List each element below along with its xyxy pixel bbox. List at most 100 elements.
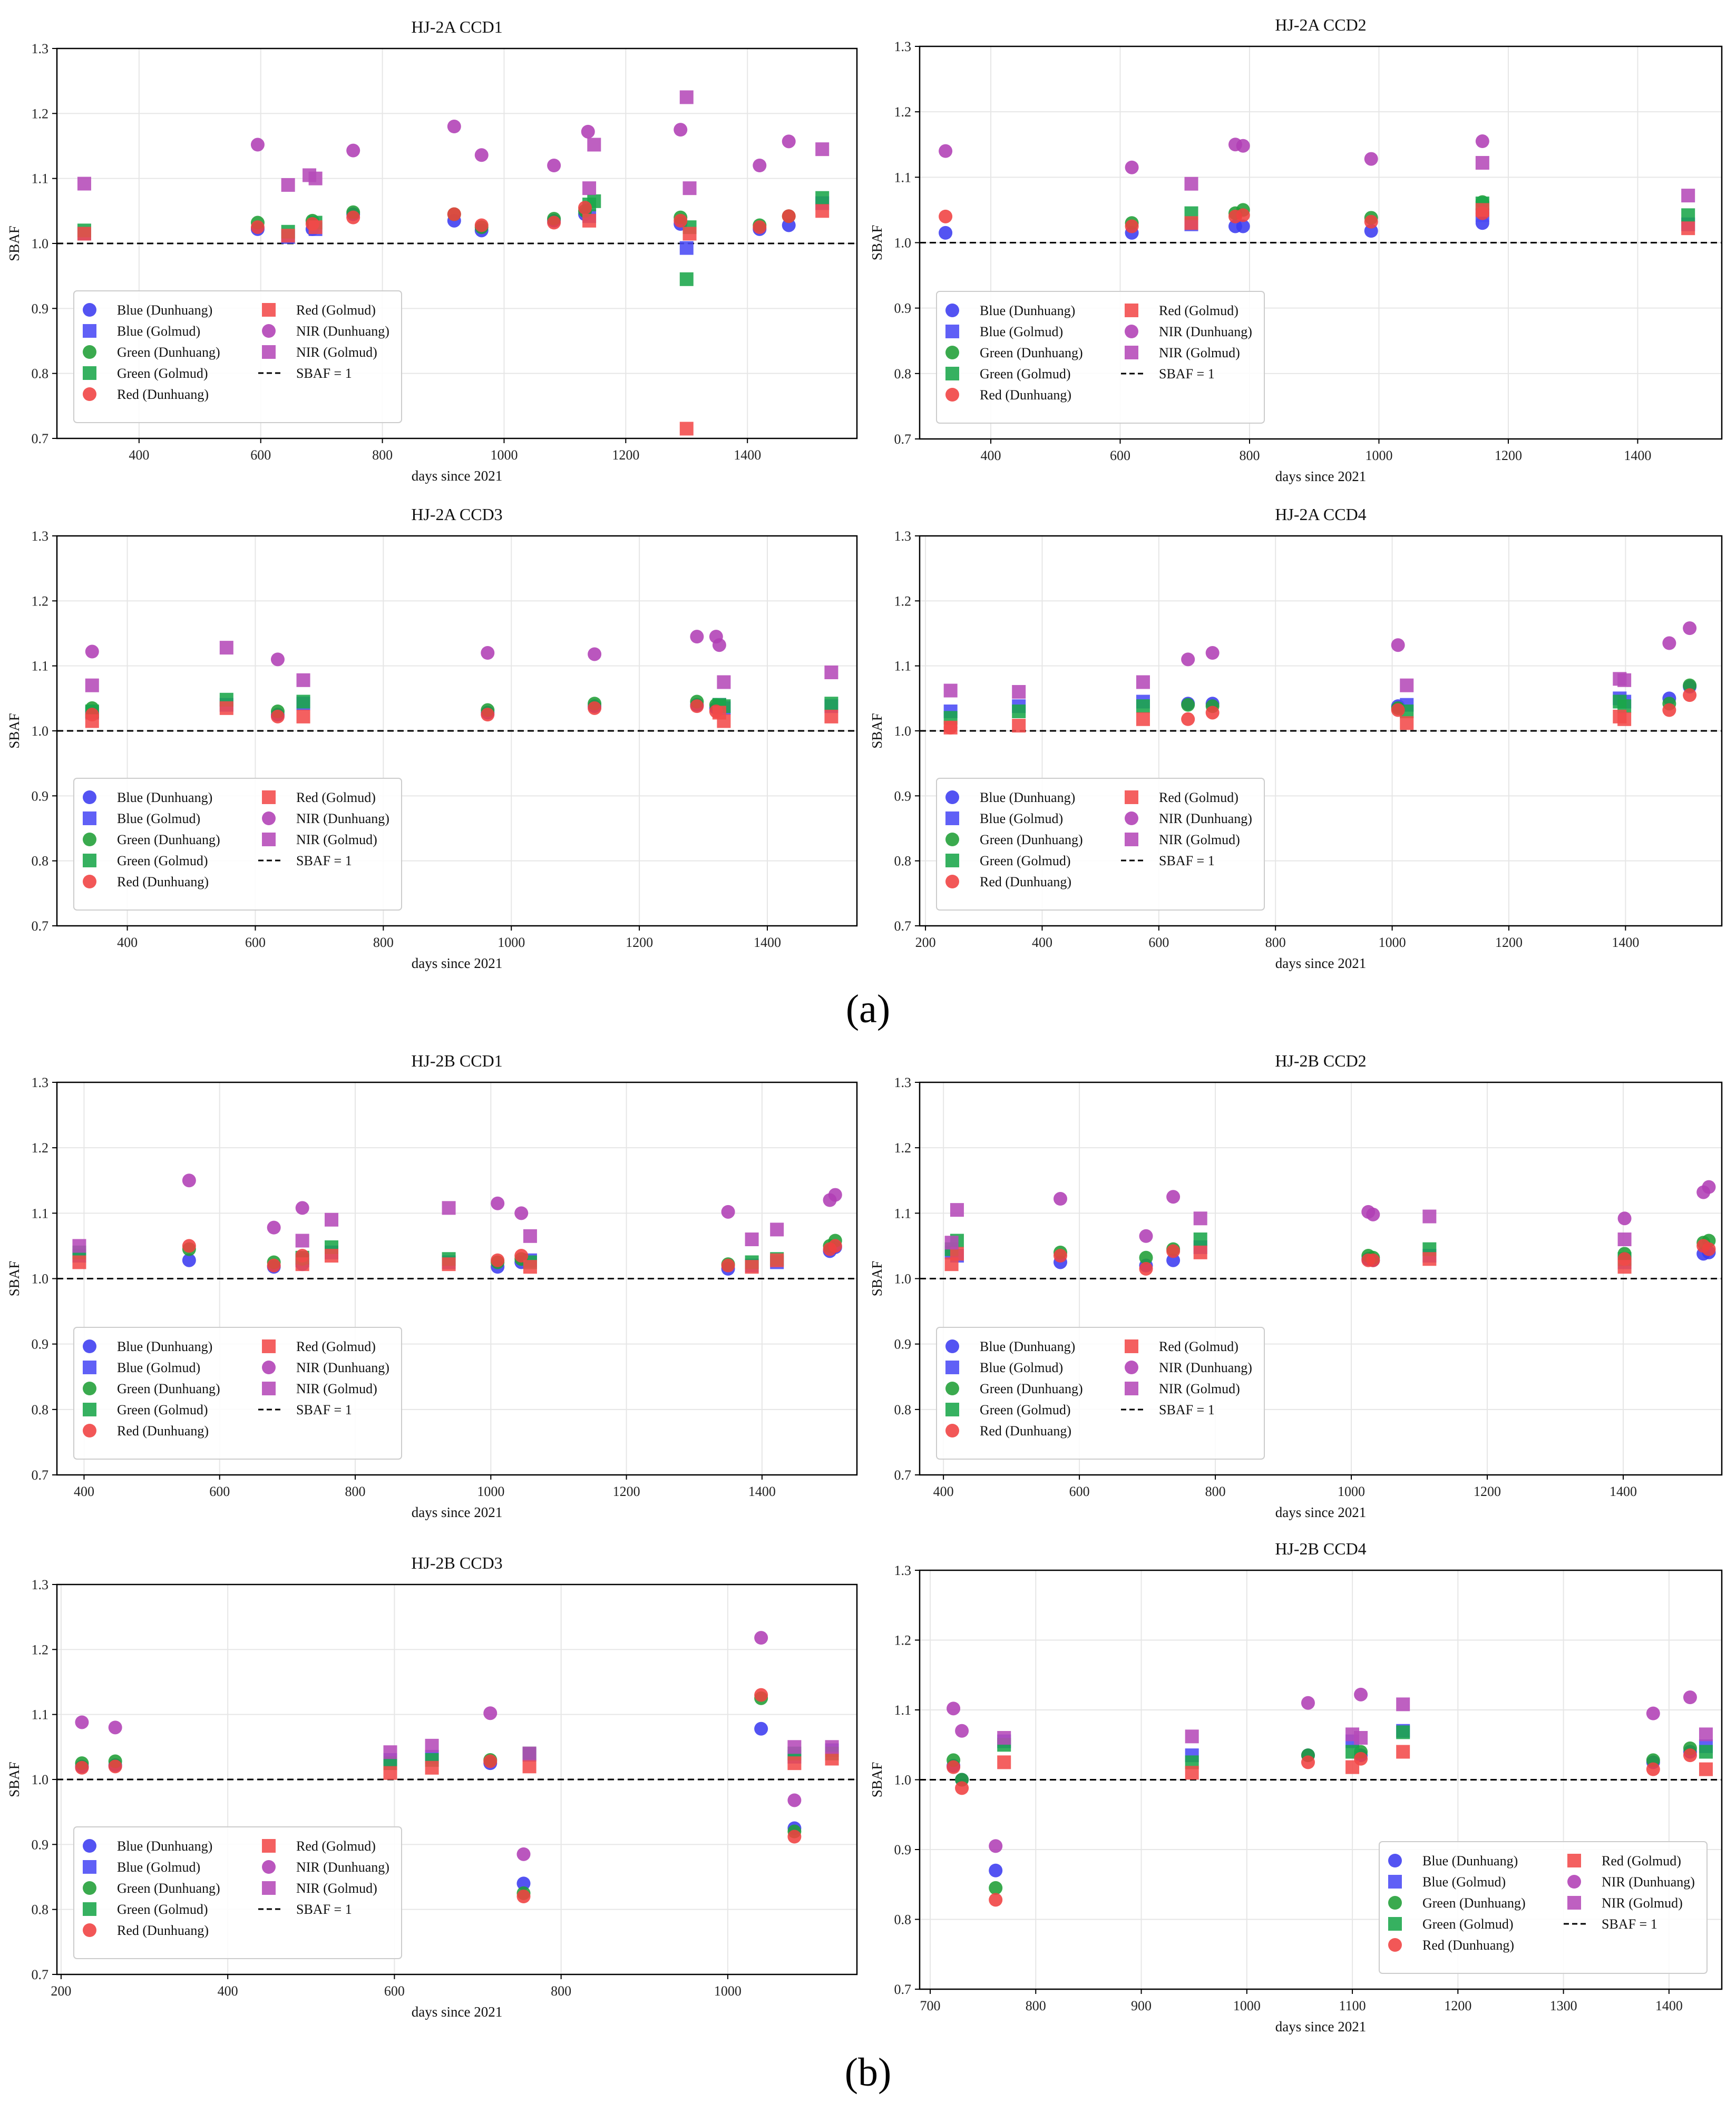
chart-6-xlabel: days since 2021 (1275, 1504, 1366, 1520)
chart-3-legend-marker-nir-dunhuang (262, 811, 276, 825)
chart-2-point-nir-dunhuang-3 (1236, 139, 1250, 153)
chart-5-ytick-label-0: 0.7 (32, 1468, 49, 1483)
chart-3-legend: Blue (Dunhuang) Blue (Golmud) Green (Dunhu… (73, 778, 402, 911)
chart-8-ytick-label-5: 1.2 (894, 1633, 912, 1648)
chart-6-legend-label-6: NIR (Dunhuang) (1159, 1360, 1252, 1375)
chart-8-point-red-golmud-2 (1345, 1760, 1360, 1774)
chart-1-legend-label-0: Blue (Dunhuang) (117, 302, 212, 318)
chart-7-legend-label-1: Blue (Golmud) (117, 1860, 200, 1875)
chart-4-legend-label-0: Blue (Dunhuang) (980, 790, 1075, 805)
chart-4-xtick-label-6: 1400 (1612, 935, 1639, 950)
chart-7-legend-marker-nir-dunhuang (262, 1860, 276, 1874)
chart-7-point-red-golmud-4 (825, 1752, 839, 1766)
chart-5-point-nir-golmud-0 (72, 1239, 86, 1253)
chart-8-legend-label-4: Red (Dunhuang) (1422, 1938, 1514, 1953)
chart-2-legend-label-2: Green (Dunhuang) (980, 345, 1083, 360)
chart-3-xtick-label-4: 1200 (626, 935, 653, 950)
chart-2-legend-label-1: Blue (Golmud) (980, 324, 1063, 339)
chart-2-point-nir-golmud-2 (1681, 189, 1695, 203)
chart-3-xtick-label-1: 600 (245, 935, 266, 950)
chart-8-legend-label-6: NIR (Dunhuang) (1602, 1874, 1695, 1890)
chart-6-point-red-dunhuang-1 (1139, 1261, 1153, 1276)
chart-4-point-nir-dunhuang-0 (1181, 652, 1195, 667)
chart-7-legend-marker-green-golmud (83, 1902, 96, 1916)
chart-3-point-nir-dunhuang-3 (588, 647, 602, 661)
chart-5-point-red-dunhuang-3 (491, 1253, 505, 1267)
chart-4-legend-box (936, 778, 1265, 911)
chart-6-legend-label-0: Blue (Dunhuang) (980, 1339, 1075, 1354)
chart-1-point-red-dunhuang-5 (547, 216, 561, 230)
chart-5-legend-marker-green-golmud (83, 1403, 96, 1416)
chart-6-ytick-label-1: 0.8 (894, 1402, 912, 1417)
chart-8-point-green-golmud-4 (1699, 1745, 1713, 1759)
chart-4-legend-label-7: NIR (Golmud) (1159, 832, 1240, 847)
chart-6-legend-marker-green-golmud (945, 1403, 959, 1416)
chart-4-ytick-label-4: 1.1 (894, 659, 912, 674)
chart-2-point-red-golmud-1 (1475, 203, 1489, 217)
chart-7-point-nir-dunhuang-2 (483, 1706, 498, 1720)
chart-8-ytick-label-1: 0.8 (894, 1912, 912, 1928)
chart-6-point-nir-dunhuang-5 (1617, 1211, 1632, 1226)
chart-4-xtick-label-4: 1000 (1379, 935, 1406, 950)
chart-7-ytick-label-1: 0.8 (32, 1902, 49, 1918)
chart-5-xlabel: days since 2021 (412, 1504, 502, 1520)
chart-4-point-red-golmud-1 (1012, 719, 1026, 733)
chart-7-xlabel: days since 2021 (412, 2004, 502, 2020)
chart-6-ylabel: SBAF (869, 1261, 885, 1297)
chart-7-legend-marker-red-golmud (262, 1839, 276, 1853)
chart-8-legend-label-8: SBAF = 1 (1602, 1916, 1657, 1932)
chart-4-point-nir-dunhuang-1 (1205, 646, 1220, 660)
chart-6-ytick-label-2: 0.9 (894, 1337, 912, 1352)
chart-5-point-red-dunhuang-1 (267, 1258, 281, 1273)
chart-4-xtick-label-5: 1200 (1495, 935, 1523, 950)
chart-3-point-nir-dunhuang-1 (270, 652, 285, 667)
chart-8-legend-marker-red-golmud (1567, 1854, 1581, 1867)
chart-8-xtick-label-2: 900 (1131, 1998, 1152, 2013)
chart-6-legend: Blue (Dunhuang) Blue (Golmud) Green (Dunhu… (936, 1327, 1265, 1460)
chart-3-legend-marker-blue-dunhuang (83, 790, 96, 804)
chart-5-frame (56, 1081, 858, 1476)
chart-4-legend-label-1: Blue (Golmud) (980, 811, 1063, 826)
chart-7-point-red-golmud-1 (425, 1760, 439, 1775)
chart-6-point-red-golmud-2 (1193, 1245, 1207, 1259)
chart-2-legend: Blue (Dunhuang) Blue (Golmud) Green (Dunhu… (936, 291, 1265, 424)
chart-4-point-nir-dunhuang-4 (1683, 621, 1697, 635)
chart-6-legend-label-2: Green (Dunhuang) (980, 1381, 1083, 1396)
chart-3-point-red-golmud-0 (85, 714, 99, 728)
chart-3-title: HJ-2A CCD3 (411, 505, 502, 524)
chart-3-legend-box (73, 778, 402, 911)
chart-5-xtick-label-3: 1000 (477, 1484, 504, 1499)
chart-5-point-nir-dunhuang-0 (182, 1173, 196, 1188)
chart-8-legend-box (1379, 1841, 1708, 1974)
chart-5-point-red-golmud-4 (523, 1260, 537, 1274)
chart-8-legend-label-0: Blue (Dunhuang) (1422, 1853, 1518, 1869)
chart-1-point-red-dunhuang-7 (674, 213, 688, 228)
chart-3-point-red-golmud-1 (219, 701, 233, 715)
chart-4-legend-label-2: Green (Dunhuang) (980, 832, 1083, 847)
chart-1-ytick-label-3: 1.0 (32, 236, 49, 251)
chart-8-point-nir-dunhuang-5 (1646, 1706, 1660, 1720)
chart-8-point-nir-dunhuang-3 (1301, 1696, 1315, 1710)
chart-7-legend-marker-nir-golmud (262, 1881, 276, 1895)
chart-4-point-red-golmud-0 (943, 720, 958, 735)
chart-6-point-nir-dunhuang-1 (1139, 1229, 1153, 1243)
chart-3-legend-marker-red-dunhuang (83, 875, 96, 888)
chart-1-legend: Blue (Dunhuang) Blue (Golmud) Green (Dunhu… (73, 290, 402, 423)
chart-1-point-red-golmud-1 (281, 229, 295, 243)
chart-6-point-nir-dunhuang-2 (1166, 1190, 1181, 1204)
chart-7-legend-marker-green-dunhuang (83, 1881, 96, 1895)
chart-1-point-red-golmud-3 (582, 213, 597, 228)
chart-8-point-red-golmud-0 (997, 1755, 1011, 1769)
chart-5-title: HJ-2B CCD1 (411, 1051, 502, 1070)
chart-7-xtick-label-2: 600 (384, 1983, 405, 1999)
chart-8-legend: Blue (Dunhuang) Blue (Golmud) Green (Dunhu… (1379, 1841, 1708, 1974)
chart-2-legend-marker-red-golmud (1125, 304, 1138, 317)
chart-3-point-nir-dunhuang-0 (85, 644, 99, 659)
chart-2-point-nir-golmud-1 (1475, 156, 1489, 170)
chart-6-point-nir-dunhuang-7 (1702, 1180, 1716, 1194)
chart-1-point-nir-golmud-8 (815, 142, 830, 156)
chart-2-point-red-golmud-2 (1681, 221, 1695, 236)
chart-6-legend-label-1: Blue (Golmud) (980, 1360, 1063, 1375)
chart-8-point-red-golmud-4 (1699, 1762, 1713, 1776)
